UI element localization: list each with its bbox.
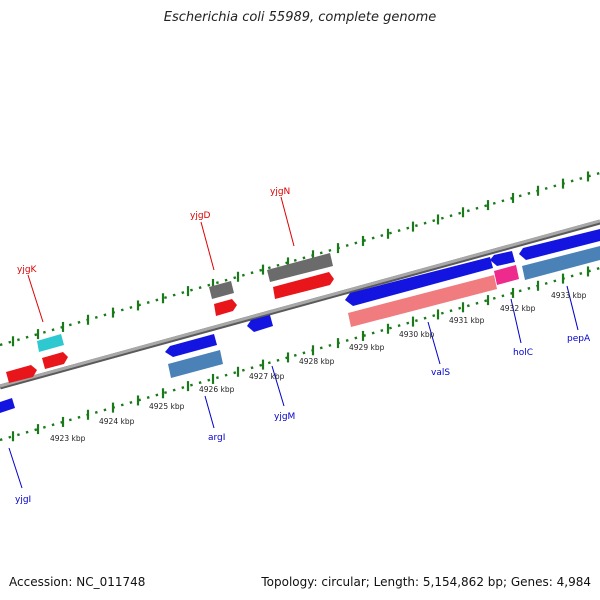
kbp-label: 4928 kbp — [299, 357, 335, 366]
leader-line-yjgD — [200, 221, 215, 271]
backbone-line — [0, 219, 600, 388]
map-title: Escherichia coli 55989, complete genome — [163, 10, 437, 25]
kbp-label: 4924 kbp — [99, 417, 135, 426]
kbp-label: 4929 kbp — [349, 343, 385, 352]
gene-feature-holC[interactable] — [490, 251, 515, 266]
gene-feature-pseudo[interactable] — [267, 253, 333, 282]
gene-feature-rna[interactable] — [37, 334, 64, 352]
gene-labels: yjgK yjgD yjgN yjgI argI yjgM valS holC … — [15, 187, 591, 505]
kbp-label: 4923 kbp — [50, 434, 86, 443]
gene-label-yjgK[interactable]: yjgK — [17, 265, 38, 275]
kbp-label: 4933 kbp — [551, 291, 587, 300]
gene-label-valS[interactable]: valS — [431, 368, 450, 378]
kbp-label: 4925 kbp — [149, 402, 185, 411]
gene-label-holC[interactable]: holC — [513, 348, 533, 358]
genome-summary-text: Topology: circular; Length: 5,154,862 bp… — [261, 575, 591, 589]
lower-tick-track — [0, 266, 600, 442]
leader-lines — [8, 196, 579, 489]
leader-line-yjgK — [27, 274, 44, 323]
gene-label-yjgI[interactable]: yjgI — [15, 495, 31, 505]
operon-feature-steel[interactable] — [522, 246, 600, 280]
kbp-label: 4930 kbp — [399, 330, 435, 339]
gene-label-argI[interactable]: argI — [208, 433, 225, 443]
gene-label-yjgM[interactable]: yjgM — [274, 412, 295, 422]
leader-line-valS — [427, 321, 441, 365]
kbp-label: 4931 kbp — [449, 316, 485, 325]
gene-label-pepA[interactable]: pepA — [567, 334, 591, 344]
gene-feature-yjgD[interactable] — [209, 281, 234, 299]
accession-text: Accession: NC_011748 — [9, 575, 146, 589]
lower-major-ticks — [11, 266, 590, 442]
gene-features — [0, 229, 600, 413]
gene-feature-forward[interactable] — [42, 352, 68, 369]
gene-label-yjgN[interactable]: yjgN — [270, 187, 290, 197]
gene-feature-valS[interactable] — [345, 257, 493, 306]
operon-feature[interactable] — [348, 275, 497, 327]
gene-feature-yjgN[interactable] — [273, 272, 334, 299]
gene-label-yjgD[interactable]: yjgD — [190, 211, 211, 221]
gene-feature-forward[interactable] — [6, 365, 37, 383]
operon-feature-steel[interactable] — [168, 350, 223, 378]
lower-tick-dots — [0, 266, 600, 442]
gene-feature-reverse[interactable] — [247, 315, 273, 332]
kbp-label: 4926 kbp — [199, 385, 235, 394]
gene-feature-reverse[interactable] — [0, 398, 15, 413]
kbp-label: 4927 kbp — [249, 372, 285, 381]
kbp-labels: 4923 kbp 4924 kbp 4925 kbp 4926 kbp 4927… — [50, 291, 587, 443]
kbp-label: 4932 kbp — [500, 304, 536, 313]
gene-feature-argI[interactable] — [165, 334, 217, 357]
leader-line-pepA — [566, 285, 579, 331]
leader-line-holC — [510, 298, 522, 344]
leader-line-yjgN — [280, 196, 295, 247]
gene-feature-forward[interactable] — [214, 299, 237, 316]
genome-backbone — [0, 219, 600, 390]
leader-line-yjgM — [271, 365, 285, 407]
operon-feature-pink[interactable] — [494, 265, 519, 285]
leader-line-argI — [204, 395, 215, 429]
leader-line-yjgI — [8, 447, 23, 489]
gene-feature-pepA[interactable] — [519, 229, 600, 260]
